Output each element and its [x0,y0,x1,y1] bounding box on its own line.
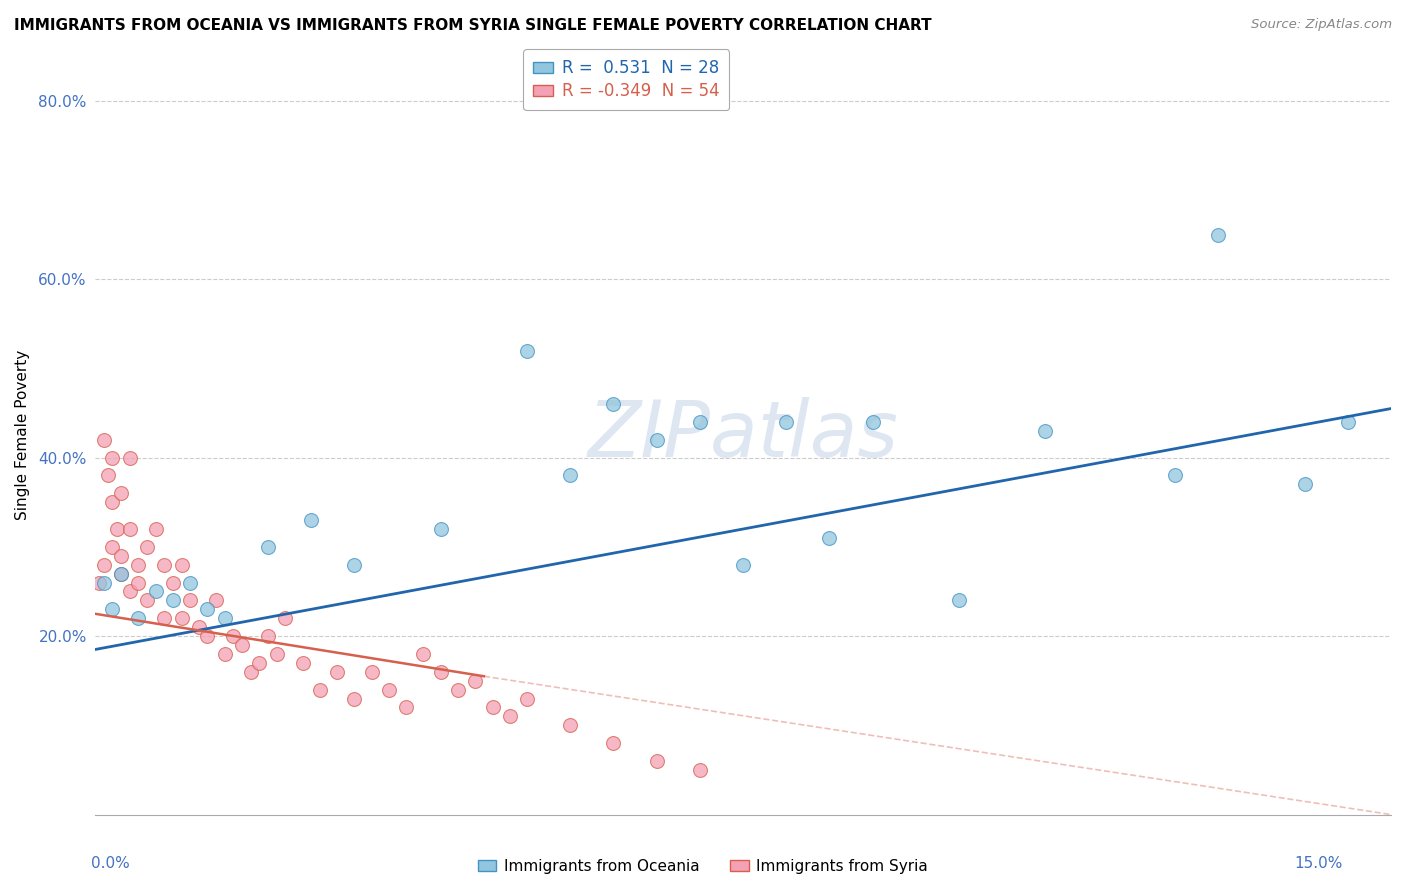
Point [101,495,124,509]
Point [136,540,159,554]
Point [257,629,280,643]
Point [645,754,668,768]
Point [775,415,797,429]
Point [110,549,132,563]
Point [1035,424,1057,438]
Point [499,709,522,723]
Legend: R =  0.531  N = 28, R = -0.349  N = 54: R = 0.531 N = 28, R = -0.349 N = 54 [523,49,730,111]
Point [222,629,245,643]
Point [97,468,120,483]
Point [170,558,193,572]
Point [429,522,451,536]
Point [464,673,486,688]
Point [214,611,236,625]
Point [1337,415,1360,429]
Point [153,611,176,625]
Point [239,665,262,679]
Point [299,513,322,527]
Point [231,638,253,652]
Point [689,415,711,429]
Point [110,486,132,500]
Point [560,718,582,732]
Point [170,611,193,625]
Point [560,468,582,483]
Point [602,736,624,750]
Point [101,450,124,465]
Point [179,593,201,607]
Point [266,647,288,661]
Point [516,691,538,706]
Point [101,602,124,616]
Text: 15.0%: 15.0% [1295,856,1343,871]
Point [127,575,149,590]
Text: IMMIGRANTS FROM OCEANIA VS IMMIGRANTS FROM SYRIA SINGLE FEMALE POVERTY CORRELATI: IMMIGRANTS FROM OCEANIA VS IMMIGRANTS FR… [14,18,932,33]
Point [481,700,503,714]
Point [733,558,755,572]
Point [205,593,228,607]
Point [89,575,111,590]
Point [197,602,219,616]
Point [162,593,184,607]
Point [274,611,297,625]
Point [948,593,970,607]
Point [110,566,132,581]
Legend: Immigrants from Oceania, Immigrants from Syria: Immigrants from Oceania, Immigrants from… [472,853,934,880]
Point [395,700,418,714]
Point [360,665,382,679]
Point [93,433,115,447]
Point [1206,227,1229,242]
Point [1294,477,1316,491]
Point [1164,468,1187,483]
Point [862,415,884,429]
Point [101,540,124,554]
Point [93,558,115,572]
Point [153,558,176,572]
Point [145,584,167,599]
Point [378,682,401,697]
Text: Source: ZipAtlas.com: Source: ZipAtlas.com [1251,18,1392,31]
Point [127,611,149,625]
Point [136,593,159,607]
Point [412,647,434,661]
Point [343,691,366,706]
Point [689,763,711,777]
Point [326,665,349,679]
Point [118,584,141,599]
Point [247,656,270,670]
Point [105,522,128,536]
Y-axis label: Single Female Poverty: Single Female Poverty [15,351,30,520]
Point [110,566,132,581]
Point [93,575,115,590]
Point [179,575,201,590]
Point [447,682,470,697]
Point [516,343,538,358]
Point [118,450,141,465]
Point [818,531,841,545]
Text: 0.0%: 0.0% [91,856,131,871]
Point [645,433,668,447]
Point [145,522,167,536]
Point [308,682,330,697]
Point [602,397,624,411]
Point [291,656,314,670]
Point [214,647,236,661]
Text: ZIPatlas: ZIPatlas [588,397,898,474]
Point [429,665,451,679]
Point [127,558,149,572]
Point [118,522,141,536]
Point [187,620,209,634]
Point [197,629,219,643]
Point [257,540,280,554]
Point [343,558,366,572]
Point [162,575,184,590]
